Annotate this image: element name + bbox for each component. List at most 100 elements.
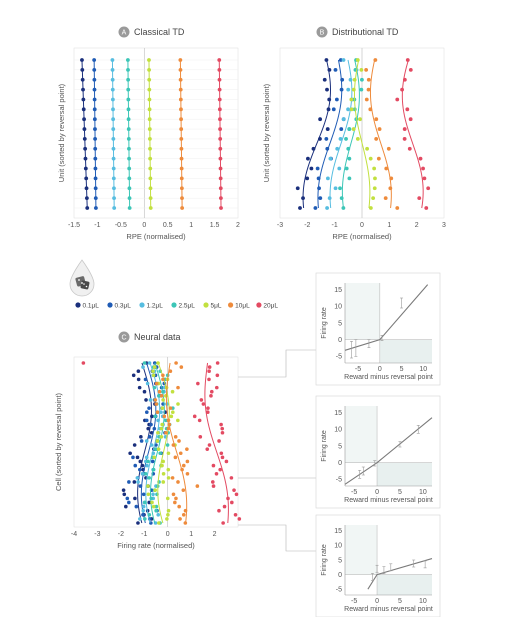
point-2.5: [142, 361, 147, 365]
point-1.2: [111, 107, 115, 112]
point-2.5: [147, 512, 152, 517]
point-5: [151, 369, 155, 374]
legend-label-5: 10μL: [235, 302, 250, 309]
point-10: [155, 410, 160, 415]
point-10: [179, 117, 183, 122]
x-tick-label: 10: [419, 489, 427, 496]
point-5: [176, 402, 180, 406]
point-1.2: [151, 451, 156, 456]
chart-distributional-td: -3 -2 -1 0 1 2 3 RPE (normalised) Unit (sorted b…: [262, 47, 446, 241]
point-5: [159, 435, 164, 439]
point-5: [148, 146, 152, 151]
point-0.1: [82, 117, 86, 122]
point-20: [207, 443, 212, 447]
point-1.2: [346, 107, 350, 112]
x-tick-label: 0: [166, 531, 170, 538]
point-20: [233, 512, 238, 517]
x-tick-label: 2: [236, 222, 240, 229]
point-5: [147, 77, 152, 82]
point-0.1: [327, 67, 332, 72]
x-tick-label: -1: [94, 222, 100, 229]
legend-label-2: 1.2μL: [147, 302, 164, 309]
x-tick-label: 1.5: [210, 222, 220, 229]
point-10: [373, 58, 378, 62]
point-5: [152, 365, 157, 369]
point-0.3: [138, 484, 143, 488]
point-0.3: [131, 455, 135, 460]
point-20: [217, 58, 222, 62]
legend: 0.1μL 0.3μL 1.2μL 2.5μL 5μL 10μL 20μL: [75, 302, 278, 309]
legend-label-6: 20μL: [263, 302, 278, 309]
point-0.1: [135, 455, 140, 460]
series-curve-20: [204, 362, 229, 524]
point-10: [179, 166, 184, 171]
point-1.2: [141, 365, 145, 369]
point-10: [171, 443, 176, 447]
point-1.2: [110, 97, 115, 102]
point-0.3: [125, 496, 130, 501]
point-10: [181, 512, 186, 517]
legend-label-1: 0.3μL: [115, 302, 132, 309]
point-5: [148, 137, 152, 141]
point-0.3: [93, 186, 98, 191]
y-tick-label: 5: [338, 320, 342, 327]
point-5: [161, 471, 166, 476]
point-10: [366, 87, 371, 92]
point-1.2: [110, 67, 115, 72]
point-10: [171, 492, 176, 497]
point-1.2: [140, 471, 145, 476]
point-10: [173, 435, 178, 439]
point-10: [180, 467, 184, 472]
legend-swatch-0: [75, 302, 81, 308]
point-0.1: [81, 87, 85, 92]
point-20: [205, 410, 210, 415]
point-5: [170, 389, 175, 394]
series-curve-20: [401, 59, 424, 209]
point-5: [147, 97, 152, 102]
point-0.3: [134, 504, 139, 509]
x-tick-label: -2: [304, 222, 310, 229]
connector-1: [238, 349, 316, 378]
series-curve-0.3: [317, 59, 343, 209]
y-tick-label: 0: [338, 337, 342, 344]
point-20: [207, 377, 211, 382]
point-10: [388, 186, 393, 191]
point-0.1: [124, 504, 128, 509]
point-0.3: [141, 512, 145, 517]
point-20: [405, 107, 410, 112]
point-5: [368, 206, 373, 210]
point-10: [159, 394, 164, 398]
fit-line: [344, 417, 433, 485]
point-1.2: [333, 186, 338, 191]
point-0.3: [93, 146, 98, 151]
point-10: [177, 439, 181, 443]
point-5: [146, 484, 150, 488]
series-curve-1.2: [145, 362, 161, 524]
point-1.2: [110, 87, 115, 92]
series-curve-0.1: [137, 362, 152, 524]
point-20: [218, 467, 222, 472]
point-10: [167, 422, 172, 427]
y-tick-label: -5: [336, 354, 342, 361]
point-0.3: [149, 422, 153, 427]
point-10: [195, 484, 200, 488]
point-20: [201, 402, 206, 406]
plot-frame: [73, 356, 239, 528]
inset-quadrant: [345, 283, 380, 340]
point-1.2: [348, 77, 353, 82]
point-2.5: [158, 451, 162, 456]
point-0.3: [92, 117, 97, 122]
point-0.3: [93, 156, 98, 161]
point-5: [349, 97, 354, 102]
y-axis-label: Unit (sorted by reversal point): [57, 83, 66, 182]
point-1.2: [111, 127, 116, 131]
point-0.1: [327, 97, 332, 102]
point-0.1: [139, 435, 143, 439]
point-2.5: [143, 471, 148, 476]
point-0.3: [141, 492, 146, 497]
x-tick-label: 0: [360, 222, 364, 229]
point-0.1: [142, 389, 147, 394]
point-1.2: [111, 137, 116, 141]
point-20: [234, 492, 239, 497]
